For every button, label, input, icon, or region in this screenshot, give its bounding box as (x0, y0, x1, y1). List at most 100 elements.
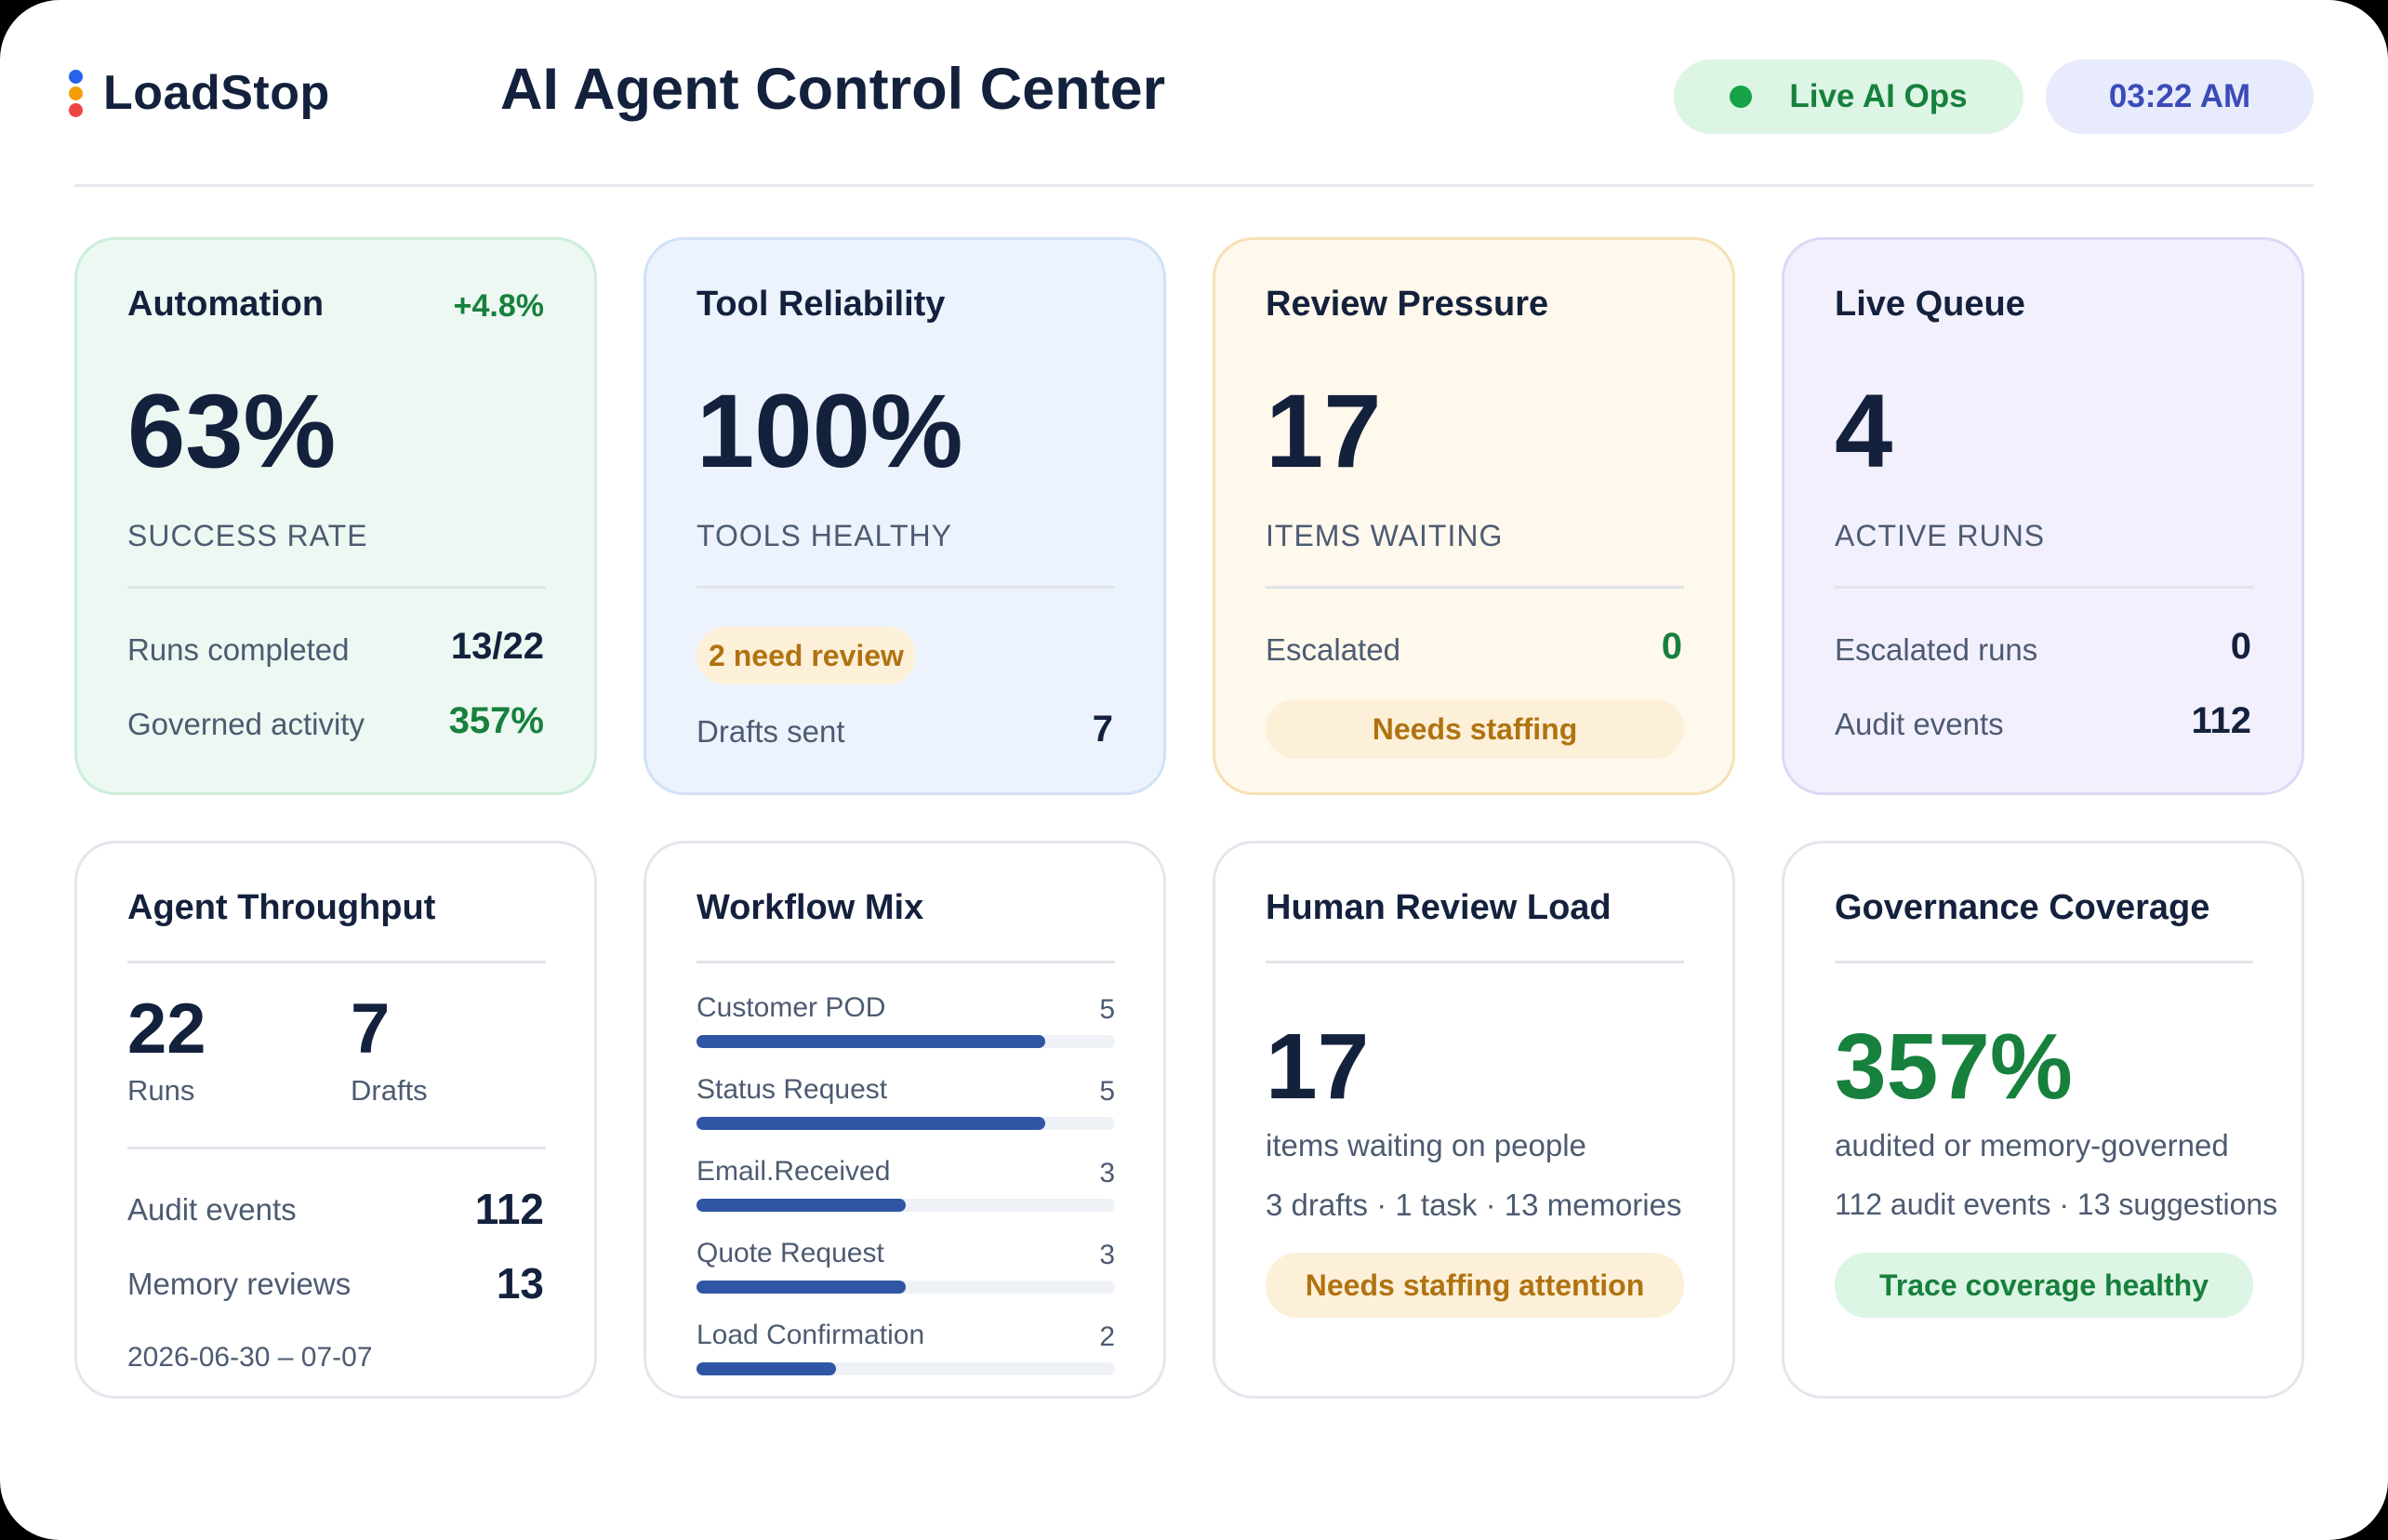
card-title: Human Review Load (1266, 888, 1612, 927)
workflow-row[interactable]: Quote Request 3 (696, 1238, 1115, 1312)
date-range: 2026-06-30 – 07-07 (127, 1342, 373, 1373)
automation-card[interactable]: Automation +4.8% 63% SUCCESS RATE Runs c… (74, 237, 597, 795)
active-runs-value: 4 (1835, 373, 1893, 489)
card-divider (1835, 961, 2253, 963)
audit-events-label: Audit events (127, 1192, 297, 1227)
card-title: Review Pressure (1266, 285, 1549, 324)
memory-reviews-value: 13 (496, 1259, 544, 1308)
escalated-label: Escalated (1266, 632, 1400, 667)
card-divider (1835, 586, 2253, 589)
workflow-bar-fill (696, 1281, 906, 1294)
needs-staffing-badge[interactable]: Needs staffing (1266, 699, 1684, 759)
agent-throughput-card[interactable]: Agent Throughput 22 Runs 7 Drafts Audit … (74, 841, 597, 1399)
coverage-breakdown: 112 audit events · 13 suggestions (1835, 1188, 2278, 1221)
workflow-row[interactable]: Load Confirmation 2 (696, 1320, 1115, 1394)
card-divider (696, 961, 1115, 963)
workflow-bar-track (696, 1117, 1115, 1130)
workflow-bar-fill (696, 1117, 1045, 1130)
success-rate-value: 63% (127, 373, 337, 489)
card-divider (127, 1147, 546, 1149)
workflow-bar-track (696, 1035, 1115, 1048)
page-title: AI Agent Control Center (500, 57, 1166, 122)
need-review-badge[interactable]: 2 need review (696, 627, 916, 684)
workflow-bar-fill (696, 1035, 1045, 1048)
clock-pill: 03:22 AM (2046, 60, 2314, 134)
active-runs-caption: ACTIVE RUNS (1835, 519, 2046, 552)
audit-events-value: 112 (2191, 700, 2251, 741)
waiting-breakdown: 3 drafts · 1 task · 13 memories (1266, 1188, 1682, 1222)
workflow-count: 5 (1099, 1076, 1115, 1107)
workflow-label: Quote Request (696, 1238, 884, 1268)
human-review-load-card[interactable]: Human Review Load 17 items waiting on pe… (1213, 841, 1735, 1399)
workflow-row[interactable]: Status Request 5 (696, 1074, 1115, 1148)
card-title: Agent Throughput (127, 888, 436, 927)
waiting-description: items waiting on people (1266, 1128, 1586, 1162)
workflow-bar-track (696, 1362, 1115, 1375)
workflow-row[interactable]: Email.Received 3 (696, 1156, 1115, 1230)
runs-label: Runs (127, 1074, 195, 1107)
logo-dots-icon (69, 69, 83, 117)
card-divider (696, 586, 1115, 589)
coverage-value: 357% (1835, 1015, 2073, 1119)
drafts-sent-label: Drafts sent (696, 714, 845, 749)
drafts-label: Drafts (351, 1074, 428, 1107)
card-divider (127, 961, 546, 963)
items-waiting-value: 17 (1266, 1015, 1370, 1119)
workflow-bar-track (696, 1199, 1115, 1212)
card-title: Workflow Mix (696, 888, 924, 927)
workflow-count: 3 (1099, 1240, 1115, 1270)
governed-activity-value: 357% (448, 700, 544, 741)
workflow-bar-fill (696, 1199, 906, 1212)
items-waiting-value: 17 (1266, 373, 1382, 489)
drafts-count: 7 (351, 989, 391, 1069)
needs-staffing-attention-badge[interactable]: Needs staffing attention (1266, 1253, 1684, 1318)
audit-events-label: Audit events (1835, 707, 2004, 741)
card-divider (1266, 586, 1684, 589)
live-status-label: Live AI Ops (1789, 78, 1968, 114)
card-title: Automation (127, 285, 325, 324)
delta-badge: +4.8% (453, 288, 544, 324)
escalated-value: 0 (1661, 626, 1682, 667)
drafts-sent-value: 7 (1092, 709, 1113, 750)
clock-time: 03:22 AM (2108, 78, 2251, 114)
tools-healthy-caption: TOOLS HEALTHY (696, 519, 952, 552)
card-title: Live Queue (1835, 285, 2025, 324)
live-status-pill[interactable]: Live AI Ops (1674, 60, 2023, 134)
workflow-bar-fill (696, 1362, 836, 1375)
escalated-runs-label: Escalated runs (1835, 632, 2038, 667)
trace-coverage-badge[interactable]: Trace coverage healthy (1835, 1253, 2253, 1318)
runs-completed-value: 13/22 (450, 626, 544, 667)
card-title: Governance Coverage (1835, 888, 2210, 927)
card-divider (1266, 961, 1684, 963)
runs-completed-label: Runs completed (127, 632, 350, 667)
workflow-row[interactable]: Customer POD 5 (696, 992, 1115, 1067)
workflow-label: Email.Received (696, 1156, 891, 1187)
brand-logo[interactable]: LoadStop (69, 65, 330, 121)
review-pressure-card[interactable]: Review Pressure 17 ITEMS WAITING Escalat… (1213, 237, 1735, 795)
workflow-count: 2 (1099, 1321, 1115, 1352)
escalated-runs-value: 0 (2230, 626, 2251, 667)
live-queue-card[interactable]: Live Queue 4 ACTIVE RUNS Escalated runs … (1782, 237, 2304, 795)
items-waiting-caption: ITEMS WAITING (1266, 519, 1504, 552)
workflow-label: Load Confirmation (696, 1320, 925, 1350)
workflow-bar-track (696, 1281, 1115, 1294)
coverage-description: audited or memory-governed (1835, 1128, 2229, 1162)
workflow-mix-card[interactable]: Workflow Mix Customer POD 5 Status Request… (643, 841, 1166, 1399)
tools-healthy-value: 100% (696, 373, 963, 489)
header-divider (74, 184, 2314, 187)
memory-reviews-label: Memory reviews (127, 1267, 352, 1301)
audit-events-value: 112 (474, 1185, 544, 1233)
workflow-label: Status Request (696, 1074, 888, 1105)
governed-activity-label: Governed activity (127, 707, 365, 741)
workflow-count: 5 (1099, 994, 1115, 1025)
live-dot-icon (1730, 86, 1753, 108)
tool-reliability-card[interactable]: Tool Reliability 100% TOOLS HEALTHY 2 ne… (643, 237, 1166, 795)
brand-name: LoadStop (103, 66, 330, 120)
card-title: Tool Reliability (696, 285, 946, 324)
workflow-count: 3 (1099, 1158, 1115, 1188)
success-rate-caption: SUCCESS RATE (127, 519, 368, 552)
governance-coverage-card[interactable]: Governance Coverage 357% audited or memo… (1782, 841, 2304, 1399)
workflow-label: Customer POD (696, 992, 886, 1023)
card-divider (127, 586, 546, 589)
